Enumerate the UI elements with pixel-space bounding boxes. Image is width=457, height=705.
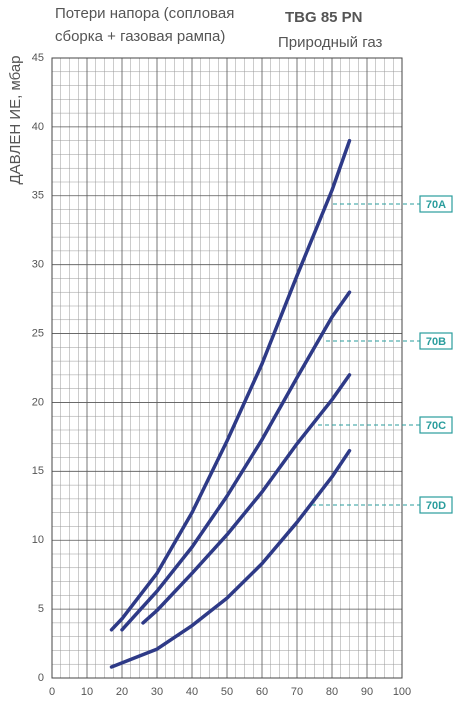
x-tick-label: 50 (221, 686, 233, 698)
series-tag: 70D (426, 500, 446, 512)
chart-title: сборка + газовая рампа) (55, 28, 225, 45)
y-tick-label: 10 (32, 534, 44, 546)
series-line (109, 138, 352, 632)
y-tick-label: 25 (32, 327, 44, 339)
chart-title: Потери напора (сопловая (55, 5, 234, 22)
y-tick-label: 15 (32, 465, 44, 477)
y-tick-label: 40 (32, 121, 44, 133)
fuel-label: Природный газ (278, 34, 383, 51)
x-tick-label: 30 (151, 686, 163, 698)
series-tag-box (419, 332, 453, 350)
series-line (120, 290, 352, 632)
plot-frame (51, 57, 403, 679)
x-tick-label: 10 (81, 686, 93, 698)
x-tick-label: 80 (326, 686, 338, 698)
model-label: TBG 85 PN (285, 9, 363, 26)
series-tag-box (419, 496, 453, 514)
y-tick-label: 35 (32, 190, 44, 202)
x-tick-label: 0 (49, 686, 55, 698)
x-tick-label: 20 (116, 686, 128, 698)
y-tick-label: 20 (32, 396, 44, 408)
x-tick-label: 60 (256, 686, 268, 698)
series-line (109, 448, 352, 669)
y-tick-label: 30 (32, 259, 44, 271)
y-axis-label: ДАВЛЕН ИЕ, мбар (7, 55, 24, 184)
series-tag-box (419, 195, 453, 213)
series-tag: 70B (426, 336, 446, 348)
x-tick-label: 90 (361, 686, 373, 698)
x-tick-label: 70 (291, 686, 303, 698)
x-tick-label: 40 (186, 686, 198, 698)
y-tick-label: 0 (38, 672, 44, 684)
series-tag: 70C (426, 420, 446, 432)
y-tick-label: 5 (38, 603, 44, 615)
x-tick-label: 100 (393, 686, 411, 698)
series-tag-box (419, 416, 453, 434)
series-tag: 70A (426, 199, 446, 211)
y-tick-label: 45 (32, 52, 44, 64)
series-line (141, 373, 352, 625)
